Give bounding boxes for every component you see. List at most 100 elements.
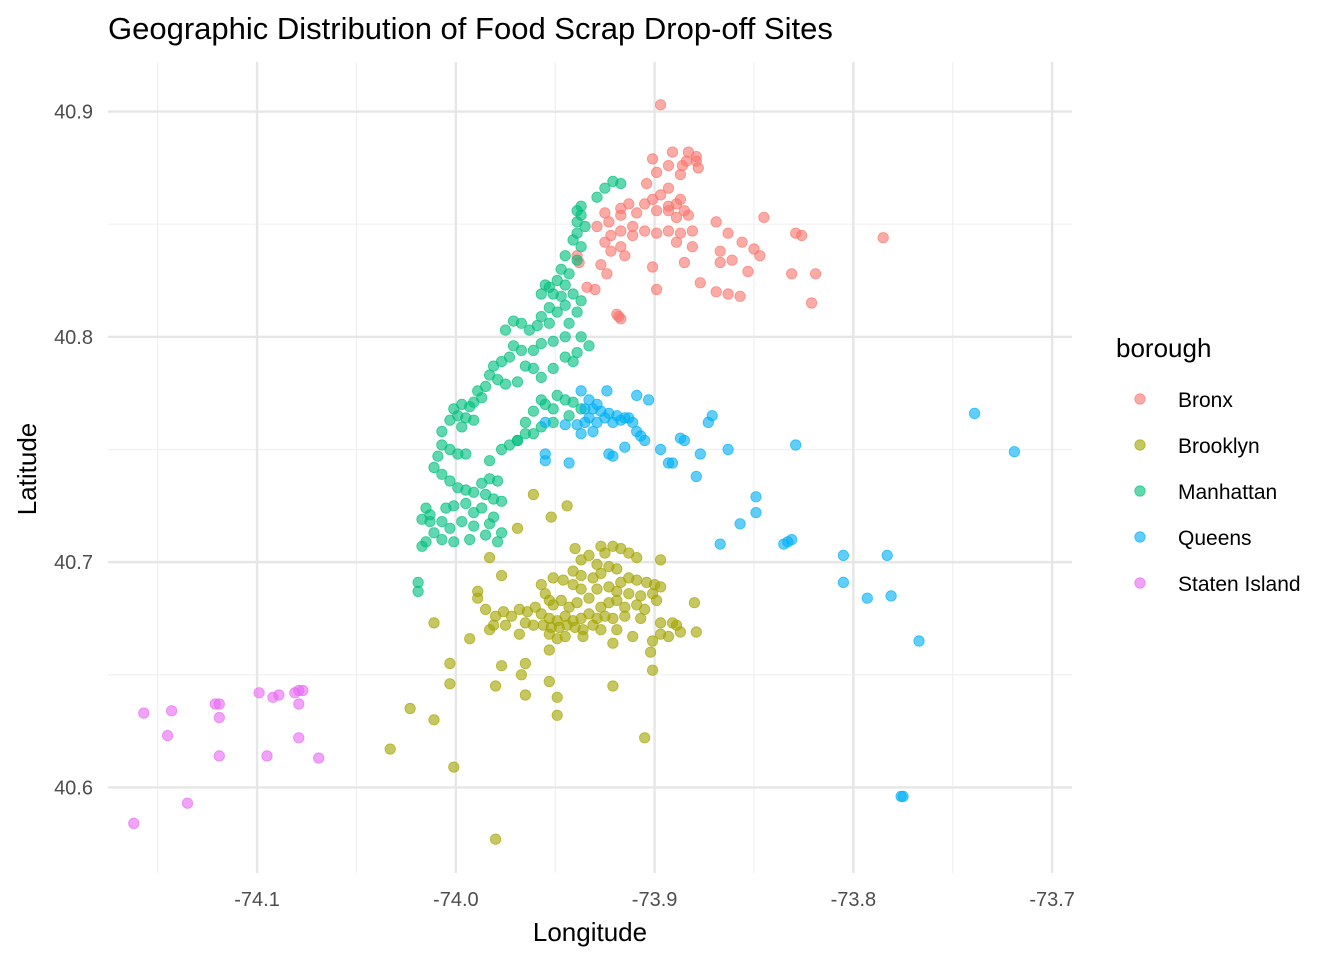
data-point (1008, 446, 1021, 458)
data-point (650, 594, 663, 607)
data-point (527, 405, 540, 417)
data-point (726, 254, 738, 266)
data-point (611, 624, 623, 636)
data-point (464, 533, 476, 546)
data-point (722, 288, 734, 300)
data-point (448, 500, 460, 512)
data-point (646, 664, 659, 676)
data-point (575, 295, 587, 307)
data-point (603, 216, 615, 228)
data-point (742, 265, 754, 278)
data-point (662, 457, 675, 469)
data-point (619, 250, 631, 262)
data-point (589, 283, 601, 296)
data-point (694, 448, 706, 460)
legend-title: borough (1116, 333, 1211, 363)
data-point (267, 691, 279, 703)
data-point (575, 385, 587, 397)
data-point (432, 450, 444, 462)
x-tick-label: -73.8 (831, 889, 877, 911)
data-point (881, 549, 893, 562)
data-point (293, 698, 305, 710)
data-point (837, 576, 850, 589)
data-point (674, 169, 687, 181)
data-point (670, 236, 683, 248)
data-point (444, 475, 456, 487)
data-point (535, 371, 547, 383)
data-point (837, 549, 850, 562)
data-point (605, 245, 617, 257)
data-point (650, 227, 663, 239)
data-point (519, 428, 532, 440)
data-point (615, 225, 627, 237)
data-point (499, 324, 512, 336)
data-point (615, 313, 627, 325)
legend-label: Bronx (1178, 389, 1233, 412)
data-point (607, 680, 619, 692)
data-point (444, 657, 456, 670)
data-point (601, 385, 613, 397)
data-point (253, 687, 265, 699)
data-point (436, 533, 448, 546)
data-point (464, 633, 476, 645)
data-point (583, 340, 595, 352)
data-point (483, 551, 496, 564)
legend-label: Brooklyn (1178, 435, 1260, 458)
data-point (913, 635, 925, 647)
data-point (563, 457, 575, 469)
data-point (571, 346, 583, 359)
data-point (468, 414, 480, 426)
data-point (416, 513, 428, 525)
data-point (515, 669, 528, 681)
data-point (444, 522, 456, 534)
data-point (631, 207, 643, 219)
data-point (181, 797, 194, 809)
data-point (519, 416, 532, 428)
data-points (128, 99, 1021, 845)
data-point (571, 306, 583, 318)
data-point (968, 407, 981, 419)
data-point (483, 455, 496, 467)
data-point (678, 256, 691, 269)
data-point (670, 211, 683, 223)
data-point (547, 362, 559, 374)
data-point (619, 441, 631, 453)
data-point (547, 572, 559, 584)
data-point (559, 351, 571, 363)
data-point (575, 554, 587, 566)
data-point (569, 542, 581, 555)
data-point (607, 612, 619, 625)
data-point (640, 178, 653, 190)
legend-key (1134, 577, 1146, 589)
data-point (491, 536, 504, 548)
data-point (599, 182, 611, 194)
data-point (654, 99, 667, 111)
data-point (535, 337, 547, 350)
data-point (479, 603, 492, 616)
data-point (750, 491, 762, 503)
data-point (635, 612, 647, 625)
data-point (561, 500, 573, 512)
data-point (567, 288, 579, 300)
data-point (750, 506, 762, 519)
data-point (511, 434, 524, 447)
data-point (790, 439, 802, 451)
x-axis-tick-labels: -74.1 -74.0 -73.9 -73.8 -73.7 (234, 889, 1075, 911)
data-point (507, 340, 520, 352)
data-point (646, 261, 659, 273)
data-point (557, 574, 569, 586)
data-point (662, 630, 675, 643)
data-point (595, 259, 607, 271)
data-point (587, 572, 599, 584)
data-point (545, 511, 557, 523)
data-point (138, 707, 150, 719)
data-point (567, 396, 579, 408)
data-point (491, 475, 504, 487)
data-point (166, 705, 178, 717)
data-point (489, 610, 502, 622)
data-point (577, 630, 589, 643)
data-point (623, 588, 635, 600)
data-point (710, 216, 722, 228)
data-point (706, 410, 718, 422)
series-queens (539, 385, 1021, 803)
